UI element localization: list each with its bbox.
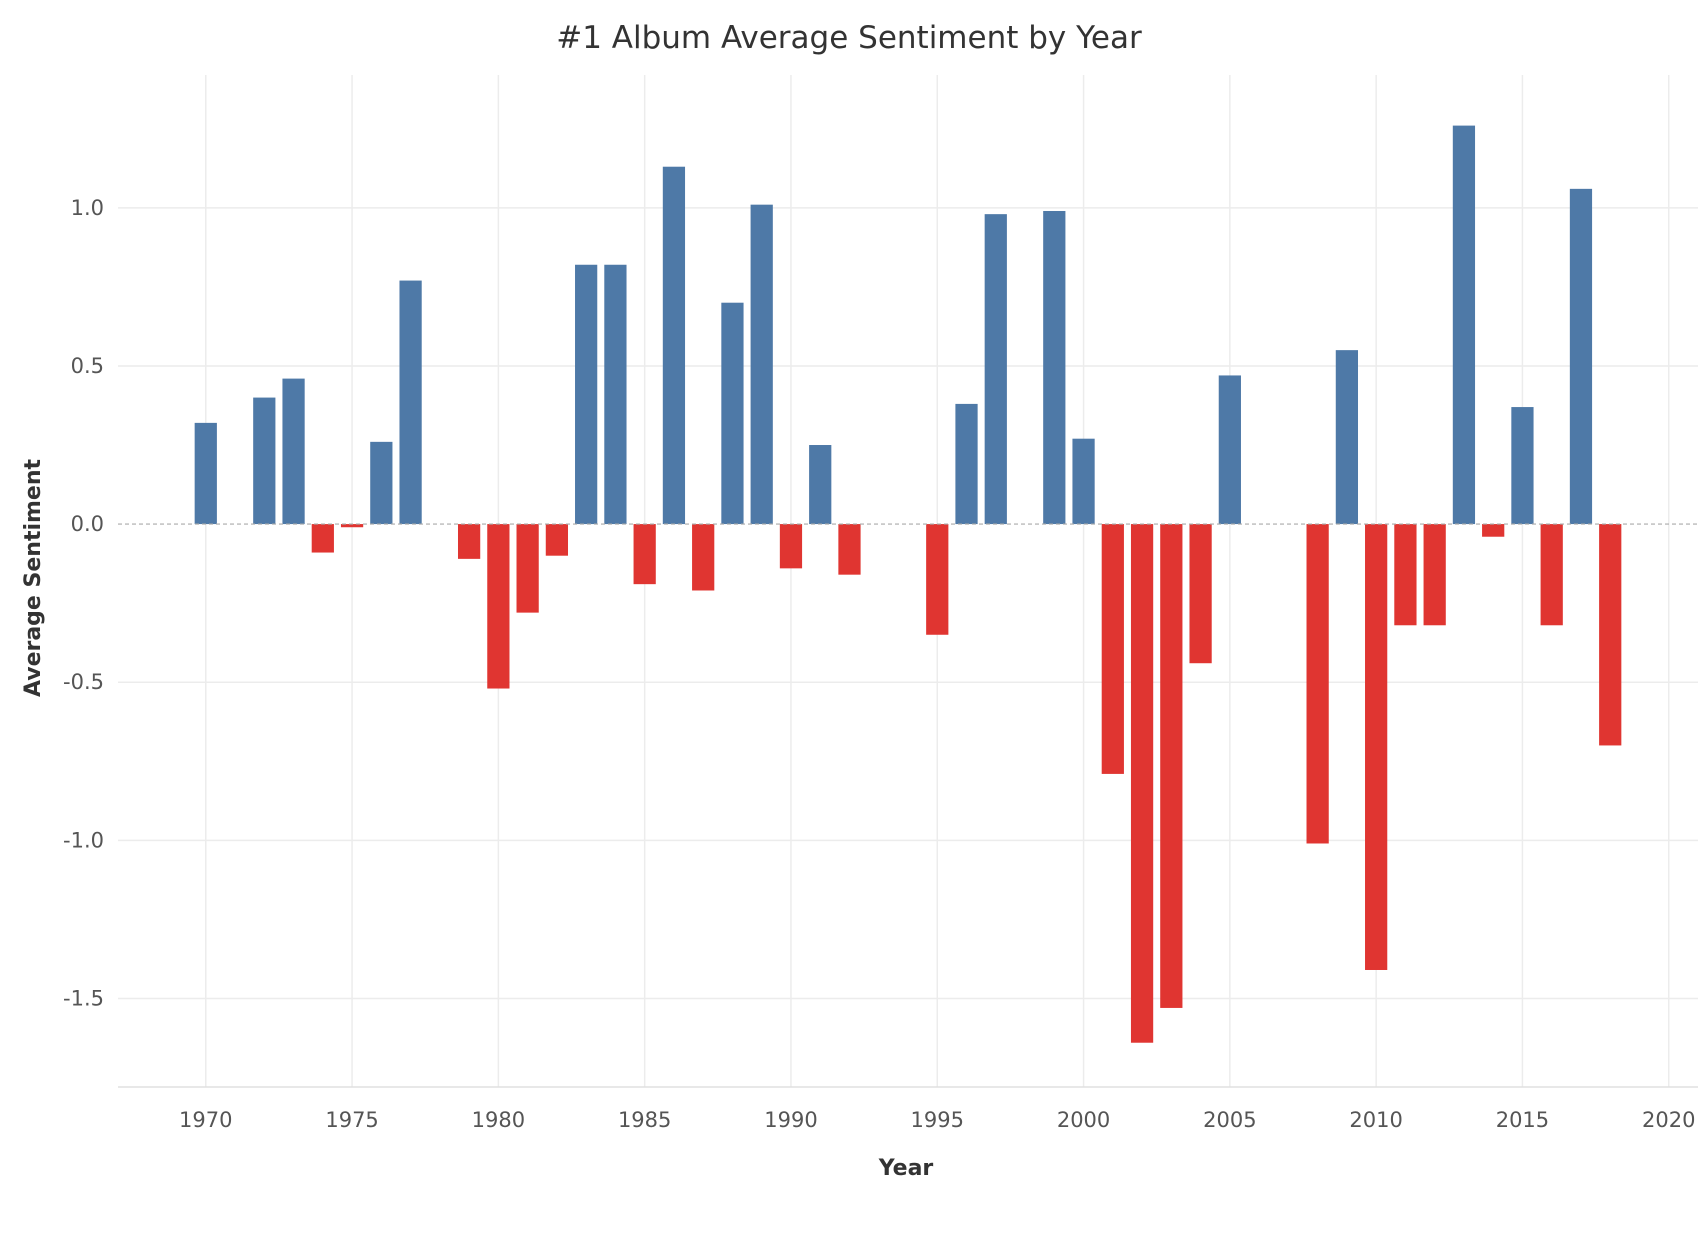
bar-1988[interactable] [721, 302, 744, 525]
bar-1973[interactable] [282, 378, 305, 525]
y-tick-label: 0.5 [71, 354, 104, 378]
y-tick-label: 0.0 [71, 512, 104, 536]
x-tick-label: 1995 [911, 1108, 964, 1132]
chart-title: #1 Album Average Sentiment by Year [556, 20, 1142, 56]
axis-layer: 1970 1975 1980 1985 1990 1995 2000 2005 2010 2015… [63, 196, 1698, 1132]
bar-1989[interactable] [750, 204, 773, 525]
y-tick-label: 1.0 [71, 196, 104, 220]
x-tick-label: 1975 [325, 1108, 378, 1132]
y-tick-label: -1.5 [63, 986, 104, 1010]
bar-2010[interactable] [1365, 524, 1388, 970]
bar-layer [194, 125, 1622, 1043]
bar-1984[interactable] [604, 264, 627, 525]
bar-1979[interactable] [457, 524, 481, 559]
x-tick-label: 1985 [618, 1108, 671, 1132]
bar-1999[interactable] [1043, 210, 1066, 525]
bar-2018[interactable] [1599, 524, 1622, 746]
bar-1982[interactable] [545, 524, 569, 556]
y-axis-title: Average Sentiment [21, 459, 46, 698]
bar-2002[interactable] [1130, 524, 1154, 1043]
x-tick-label: 1990 [764, 1108, 817, 1132]
y-tick-label: -0.5 [63, 670, 104, 694]
x-tick-label: 2000 [1057, 1108, 1110, 1132]
bar-2017[interactable] [1569, 188, 1593, 525]
bar-2013[interactable] [1452, 125, 1476, 525]
x-axis-title: Year [878, 1156, 934, 1181]
bar-1977[interactable] [399, 280, 422, 525]
bar-1974[interactable] [311, 524, 334, 553]
bar-1980[interactable] [487, 524, 510, 689]
bar-2008[interactable] [1306, 524, 1329, 844]
bar-2005[interactable] [1218, 375, 1241, 525]
bar-1992[interactable] [838, 524, 861, 575]
bar-1990[interactable] [779, 524, 803, 569]
bar-1970[interactable] [194, 422, 217, 525]
bar-2004[interactable] [1189, 524, 1212, 664]
bar-2016[interactable] [1540, 524, 1563, 626]
bar-2000[interactable] [1072, 438, 1095, 525]
bar-1981[interactable] [516, 524, 539, 613]
bar-1987[interactable] [692, 524, 715, 591]
bar-2012[interactable] [1423, 524, 1446, 626]
bar-2009[interactable] [1335, 350, 1359, 525]
bar-1997[interactable] [984, 214, 1007, 525]
bar-1995[interactable] [926, 524, 949, 635]
y-tick-label: -1.0 [63, 828, 104, 852]
bar-2015[interactable] [1511, 407, 1534, 525]
bar-2003[interactable] [1160, 524, 1183, 1008]
bar-2011[interactable] [1394, 524, 1417, 626]
bar-1983[interactable] [575, 264, 598, 525]
x-tick-label: 2005 [1203, 1108, 1256, 1132]
bar-1975[interactable] [340, 524, 364, 528]
bar-1972[interactable] [253, 397, 276, 525]
bar-1991[interactable] [809, 445, 832, 525]
x-tick-label: 2015 [1496, 1108, 1549, 1132]
bar-1986[interactable] [662, 166, 686, 525]
x-tick-label: 1980 [472, 1108, 525, 1132]
x-tick-label: 1970 [179, 1108, 232, 1132]
bar-1976[interactable] [370, 441, 393, 525]
bar-2014[interactable] [1482, 524, 1505, 537]
x-tick-label: 2020 [1642, 1108, 1695, 1132]
bar-1996[interactable] [955, 403, 978, 525]
bar-1985[interactable] [633, 524, 656, 585]
x-tick-label: 2010 [1349, 1108, 1402, 1132]
bar-2001[interactable] [1101, 524, 1124, 774]
